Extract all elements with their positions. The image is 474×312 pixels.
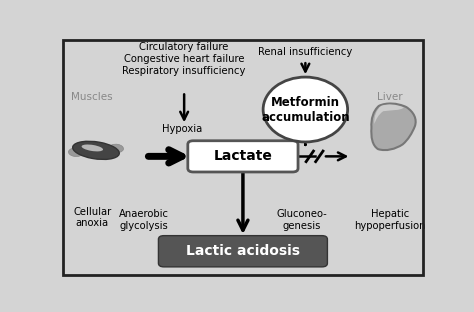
Text: Circulatory failure
Congestive heart failure
Respiratory insufficiency: Circulatory failure Congestive heart fai… xyxy=(122,42,246,76)
Text: Hepatic
hypoperfusion: Hepatic hypoperfusion xyxy=(354,209,426,231)
Text: Muscles: Muscles xyxy=(72,92,113,103)
Ellipse shape xyxy=(68,148,83,157)
Ellipse shape xyxy=(73,141,119,159)
Text: Anaerobic
glycolysis: Anaerobic glycolysis xyxy=(119,209,169,231)
Ellipse shape xyxy=(109,144,124,153)
FancyBboxPatch shape xyxy=(158,236,328,267)
Text: Lactate: Lactate xyxy=(213,149,273,163)
Text: Lactic acidosis: Lactic acidosis xyxy=(186,244,300,258)
Ellipse shape xyxy=(263,77,347,142)
Text: Gluconeo-
genesis: Gluconeo- genesis xyxy=(276,209,327,231)
Text: Metformin
accumulation: Metformin accumulation xyxy=(261,95,350,124)
Text: Hypoxia: Hypoxia xyxy=(162,124,202,134)
Ellipse shape xyxy=(82,144,103,151)
PathPatch shape xyxy=(371,104,416,150)
FancyBboxPatch shape xyxy=(188,141,298,172)
PathPatch shape xyxy=(374,105,404,124)
Text: Renal insufficiency: Renal insufficiency xyxy=(258,47,353,57)
Text: Liver: Liver xyxy=(377,92,403,103)
Text: Cellular
anoxia: Cellular anoxia xyxy=(73,207,111,228)
